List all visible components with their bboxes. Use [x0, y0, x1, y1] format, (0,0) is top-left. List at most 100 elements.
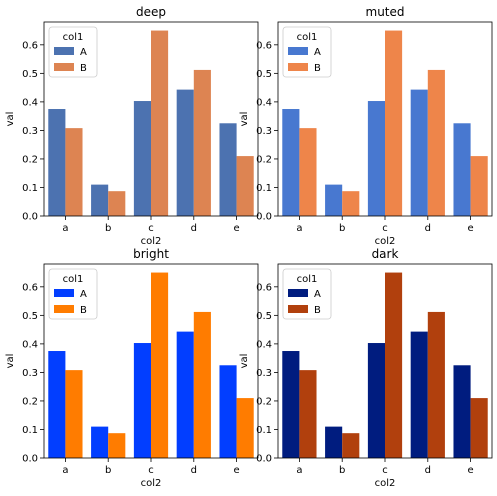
bar-A-a [48, 351, 66, 458]
bar-A-e [219, 123, 237, 216]
x-tick-label: b [105, 465, 111, 476]
bar-A-d [410, 331, 428, 458]
legend: col1 AB [282, 268, 332, 320]
x-tick-label: e [234, 465, 240, 476]
bar-A-d [410, 89, 428, 216]
bar-A-e [453, 365, 471, 458]
y-tick-label: 0.2 [256, 396, 272, 407]
bar-A-c [133, 101, 151, 216]
bar-A-b [91, 426, 109, 458]
x-tick-label: c [148, 465, 154, 476]
y-tick-label: 0.4 [22, 97, 38, 108]
subplot-deep: deep 0.0 0.1 0.2 0.3 0.4 0.5 0.6 a b c d e col2 val col… [5, 5, 259, 247]
subplot-title: dark [372, 247, 399, 261]
y-tick-label: 0.4 [256, 339, 272, 350]
y-tick-label: 0.3 [256, 126, 272, 137]
bar-A-a [48, 109, 66, 216]
y-axis-label: val [5, 354, 16, 369]
x-axis-label: col2 [141, 236, 162, 247]
legend-swatch-B [54, 305, 74, 313]
subplot-title: bright [133, 247, 169, 261]
y-axis-label: val [239, 112, 250, 127]
bar-B-c [385, 30, 403, 216]
y-tick-label: 0.4 [256, 97, 272, 108]
x-tick-label: a [296, 223, 302, 234]
y-tick-label: 0.4 [22, 339, 38, 350]
subplot-dark: dark 0.0 0.1 0.2 0.3 0.4 0.5 0.6 a b c d e col2 val col… [239, 247, 493, 489]
subplot-title: muted [366, 5, 405, 19]
y-tick-label: 0.2 [22, 396, 38, 407]
x-axis-label: col2 [375, 478, 396, 489]
x-tick-label: e [234, 223, 240, 234]
bar-B-b [342, 433, 360, 458]
x-tick-label: d [425, 223, 431, 234]
legend-label-A: A [80, 289, 87, 300]
x-tick-label: c [382, 223, 388, 234]
axes-frame [43, 263, 259, 459]
bar-A-c [367, 101, 385, 216]
legend-label-B: B [314, 63, 321, 74]
bar-A-b [325, 426, 343, 458]
subplot-muted: muted 0.0 0.1 0.2 0.3 0.4 0.5 0.6 a b c d e col2 val co… [239, 5, 493, 247]
legend-swatch-A [288, 289, 308, 297]
bar-B-d [193, 311, 211, 458]
legend-title: col1 [63, 274, 84, 285]
bar-B-b [342, 191, 360, 216]
y-tick-label: 0.1 [22, 425, 38, 436]
y-tick-label: 0.0 [256, 454, 272, 465]
y-tick-label: 0.3 [22, 126, 38, 137]
legend-label-B: B [314, 305, 321, 316]
bar-B-e [236, 156, 254, 216]
bar-B-c [151, 272, 169, 458]
x-tick-label: c [382, 465, 388, 476]
axes-frame [43, 21, 259, 217]
bar-B-a [65, 128, 83, 216]
y-tick-label: 0.0 [22, 212, 38, 223]
x-tick-label: d [425, 465, 431, 476]
legend-label-B: B [80, 305, 87, 316]
x-axis-label: col2 [141, 478, 162, 489]
subplot-title: deep [136, 5, 166, 19]
legend: col1 AB [282, 26, 332, 78]
bar-B-a [65, 370, 83, 458]
legend-title: col1 [297, 274, 318, 285]
bar-B-d [427, 311, 445, 458]
y-axis-label: val [239, 354, 250, 369]
y-tick-label: 0.5 [256, 69, 272, 80]
y-tick-label: 0.1 [256, 183, 272, 194]
legend-swatch-A [54, 289, 74, 297]
x-tick-label: a [62, 223, 68, 234]
legend-title: col1 [297, 32, 318, 43]
legend-swatch-B [288, 305, 308, 313]
bar-A-a [282, 351, 300, 458]
x-tick-label: b [105, 223, 111, 234]
legend: col1 AB [48, 26, 98, 78]
bar-A-e [453, 123, 471, 216]
y-tick-label: 0.2 [22, 154, 38, 165]
bar-A-d [176, 89, 194, 216]
bar-B-e [236, 398, 254, 458]
x-tick-label: b [339, 223, 345, 234]
legend-title: col1 [63, 32, 84, 43]
bar-B-a [299, 370, 317, 458]
y-tick-label: 0.6 [256, 282, 272, 293]
axes-frame [277, 21, 493, 217]
x-tick-label: d [191, 465, 197, 476]
y-tick-label: 0.3 [256, 368, 272, 379]
bar-B-e [470, 398, 488, 458]
y-tick-label: 0.1 [256, 425, 272, 436]
x-tick-label: c [148, 223, 154, 234]
y-tick-label: 0.5 [256, 311, 272, 322]
y-tick-label: 0.3 [22, 368, 38, 379]
x-axis-label: col2 [375, 236, 396, 247]
bar-A-b [325, 184, 343, 216]
axes-frame [277, 263, 493, 459]
bar-A-c [367, 343, 385, 458]
bar-B-c [151, 30, 169, 216]
bar-A-c [133, 343, 151, 458]
legend-swatch-A [54, 47, 74, 55]
legend-label-B: B [80, 63, 87, 74]
y-tick-label: 0.5 [22, 69, 38, 80]
x-tick-label: a [62, 465, 68, 476]
bar-B-d [193, 69, 211, 216]
